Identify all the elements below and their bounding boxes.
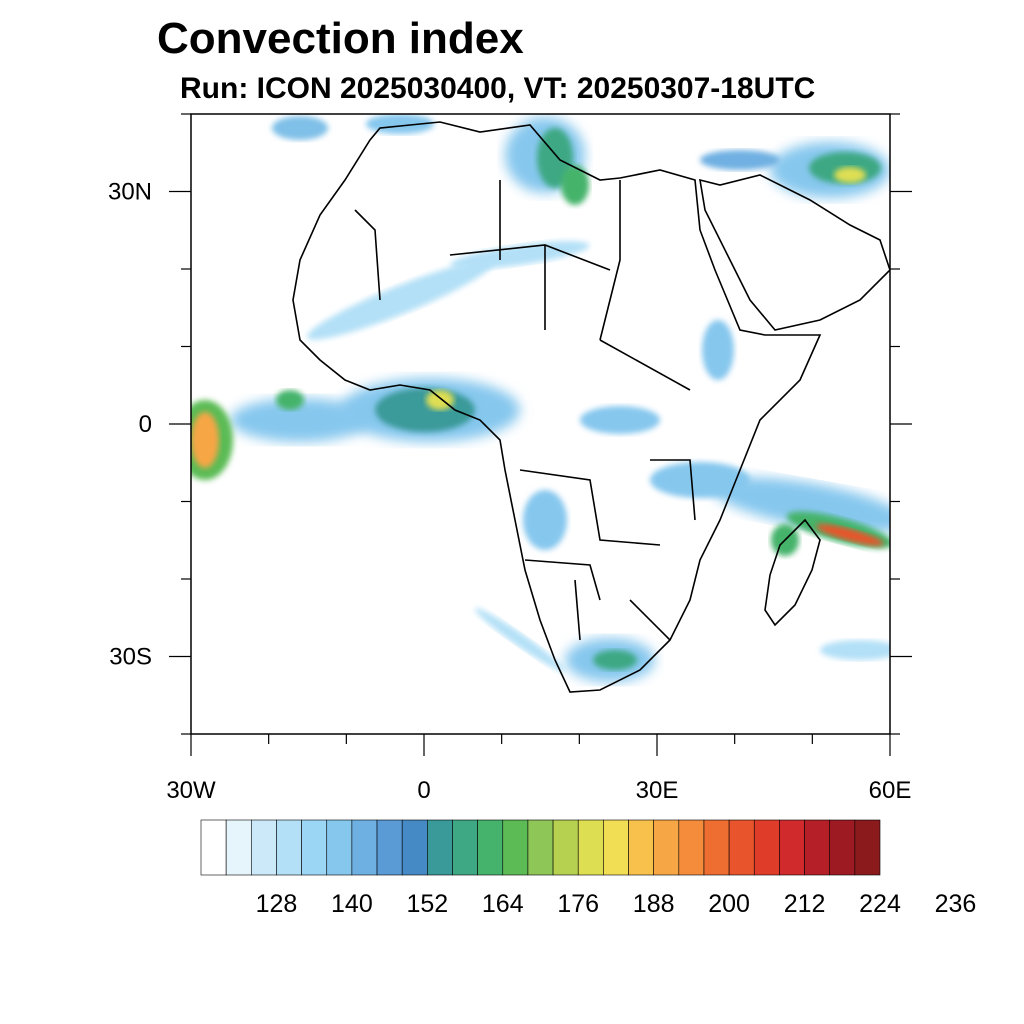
colorbar-swatch (678, 819, 705, 876)
lon-tick-label: 0 (417, 777, 430, 804)
lon-tick-label: 30W (166, 777, 216, 804)
map-subtitle: Run: ICON 2025030400, VT: 20250307-18UTC (180, 72, 816, 105)
colorbar-swatch (250, 819, 277, 876)
convection-shading (191, 114, 890, 682)
colorbar-swatch (552, 819, 579, 876)
colorbar-label: 140 (331, 890, 373, 918)
colorbar-swatch (376, 819, 403, 876)
colorbar-swatch (301, 819, 328, 876)
colorbar-swatch (527, 819, 554, 876)
colorbar-swatch (225, 819, 252, 876)
colorbar-swatch (753, 819, 780, 876)
madagascar-coastline (764, 518, 821, 627)
colorbar-swatch (653, 819, 680, 876)
colorbar-swatch (326, 819, 353, 876)
country-borders (354, 180, 696, 641)
lat-tick-label: 0 (139, 411, 152, 438)
colorbar-label: 188 (633, 890, 675, 918)
colorbar (200, 819, 881, 876)
colorbar-label: 128 (256, 890, 298, 918)
lat-tick-label: 30N (108, 179, 152, 206)
axis-tick-labels: 30W 0 30E 60E 30N 0 30S (108, 179, 911, 805)
colorbar-label: 176 (557, 890, 599, 918)
colorbar-swatch (804, 819, 831, 876)
colorbar-swatch (401, 819, 428, 876)
colorbar-swatch (628, 819, 654, 876)
colorbar-swatch (703, 819, 730, 876)
map-title: Convection index (157, 14, 524, 63)
colorbar-swatch (351, 819, 378, 876)
colorbar-swatch (854, 819, 881, 876)
colorbar-labels: 128 140 152 164 176 188 200 212 224 236 (256, 890, 977, 918)
colorbar-swatch (276, 819, 302, 876)
colorbar-swatch (200, 819, 227, 876)
colorbar-swatch (502, 819, 529, 876)
colorbar-label: 200 (708, 890, 750, 918)
colorbar-swatch (728, 819, 755, 876)
lon-tick-label: 30E (636, 777, 679, 804)
lat-tick-label: 30S (109, 644, 152, 671)
coastline-outlines (292, 121, 890, 693)
colorbar-swatch (452, 819, 478, 876)
colorbar-label: 236 (935, 890, 977, 918)
colorbar-label: 152 (406, 890, 448, 918)
colorbar-swatch (829, 819, 856, 876)
colorbar-swatch (779, 819, 805, 876)
colorbar-label: 212 (784, 890, 826, 918)
lon-tick-label: 60E (869, 777, 912, 804)
colorbar-swatch (603, 819, 629, 876)
axis-ticks (169, 113, 912, 756)
colorbar-swatch (477, 819, 504, 876)
colorbar-label: 224 (859, 890, 901, 918)
colorbar-label: 164 (482, 890, 524, 918)
colorbar-swatch (427, 819, 453, 876)
africa-coastline (292, 121, 822, 693)
arabia-coastline (699, 174, 890, 331)
colorbar-swatch (577, 819, 604, 876)
